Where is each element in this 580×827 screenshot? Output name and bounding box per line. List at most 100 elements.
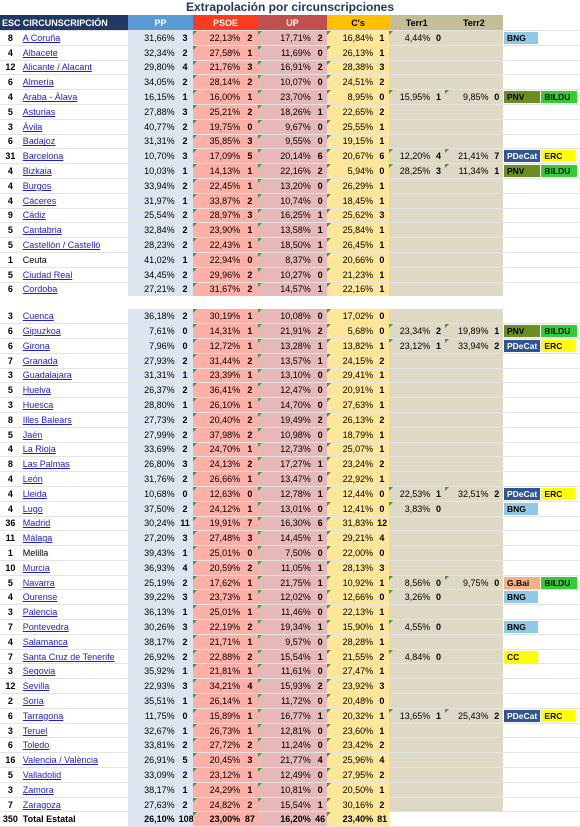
cs-seats: 6 — [375, 148, 389, 165]
up-seats: 0 — [312, 119, 328, 135]
circunscripcion-link[interactable]: Araba - Álava — [20, 89, 128, 105]
circunscripcion-link[interactable]: Málaga — [20, 530, 128, 547]
up-seats: 0 — [312, 471, 328, 487]
circunscripcion-link[interactable]: Lugo — [20, 501, 128, 517]
circunscripcion-link[interactable]: Huesca — [20, 397, 128, 413]
circunscripcion-link[interactable]: Cuenca — [20, 302, 128, 325]
up-percent: 21,91% — [257, 323, 313, 339]
circunscripcion-link[interactable]: Alicante / Alacant — [20, 60, 128, 76]
party-tag-cell — [540, 442, 580, 458]
circunscripcion-link[interactable]: Zamora — [20, 782, 128, 798]
esc-cell: 12 — [0, 678, 21, 695]
circunscripcion-link[interactable]: Castellón / Castelló — [20, 237, 128, 253]
circunscripcion-link[interactable]: Ourense — [20, 589, 128, 606]
up-percent: 10,81% — [257, 782, 313, 798]
psoe-seats: 1 — [242, 368, 258, 384]
circunscripcion-link[interactable]: Sevilla — [20, 678, 128, 695]
table-row: 4 Lugo 37,50% 2 24,12% 1 13,01% 0 12,41% 0 3,83% 0 B… — [0, 501, 580, 517]
terr1-seats — [432, 60, 445, 76]
pp-seats: 2 — [176, 282, 194, 310]
esc-cell: 1 — [0, 252, 21, 268]
up-percent: 9,55% — [257, 134, 313, 150]
pp-seats: 2 — [176, 134, 194, 150]
circunscripcion-link[interactable]: Asturias — [20, 104, 128, 120]
circunscripcion-link[interactable]: Almería — [20, 74, 128, 91]
circunscripcion-link[interactable]: Las Palmas — [20, 456, 128, 473]
terr2-percent — [444, 119, 491, 135]
terr1-percent: 4,44% — [388, 30, 433, 46]
circunscripcion-link[interactable]: Bizkaia — [20, 163, 128, 179]
circunscripcion-link[interactable]: Tarragona — [20, 708, 128, 724]
up-seats: 1 — [312, 619, 328, 635]
circunscripcion-link[interactable]: Gipuzkoa — [20, 323, 128, 339]
party-tag-cell — [503, 368, 541, 384]
psoe-percent: 34,21% — [193, 678, 243, 695]
party-tag-cell — [540, 797, 580, 813]
circunscripcion-link[interactable]: Zaragoza — [20, 797, 128, 813]
terr1-percent: 3,83% — [388, 501, 433, 517]
psoe-percent: 19,75% — [193, 119, 243, 135]
circunscripcion-link[interactable]: Albacete — [20, 45, 128, 61]
circunscripcion-link[interactable]: A Coruña — [20, 30, 128, 46]
circunscripcion-link[interactable]: Madrid — [20, 516, 128, 532]
party-tag-cell — [503, 104, 541, 120]
terr1-percent: 15,95% — [388, 89, 433, 105]
circunscripcion-link[interactable]: Segovia — [20, 663, 128, 680]
pp-percent: 22,93% — [127, 678, 177, 695]
pp-percent: 27,63% — [127, 797, 177, 813]
psoe-percent: 27,48% — [193, 530, 243, 547]
circunscripcion-link[interactable]: Salamanca — [20, 634, 128, 650]
circunscripcion-link[interactable]: Granada — [20, 353, 128, 369]
circunscripcion-link[interactable]: Toledo — [20, 737, 128, 754]
esc-cell: 4 — [0, 589, 21, 606]
circunscripcion-link[interactable]: Guadalajara — [20, 368, 128, 384]
cs-seats: 1 — [375, 338, 389, 354]
terr2-seats: 2 — [490, 486, 503, 502]
circunscripcion-link[interactable]: Jaén — [20, 427, 128, 443]
terr1-seats — [432, 737, 445, 754]
circunscripcion-link[interactable]: Huelva — [20, 382, 128, 399]
pp-percent: 25,19% — [127, 575, 177, 591]
circunscripcion-link[interactable]: Ávila — [20, 119, 128, 135]
circunscripcion-link[interactable]: Santa Cruz de Tenerife — [20, 649, 128, 665]
circunscripcion-link[interactable]: Palencia — [20, 604, 128, 621]
circunscripcion-link[interactable]: Burgos — [20, 178, 128, 194]
circunscripcion-link[interactable]: Ciudad Real — [20, 267, 128, 283]
circunscripcion-link[interactable]: Murcia — [20, 560, 128, 576]
party-tag-cell — [540, 222, 580, 239]
circunscripcion-link[interactable]: La Rioja — [20, 442, 128, 458]
circunscripcion-link[interactable]: Cádiz — [20, 208, 128, 224]
terr2-seats — [490, 619, 503, 635]
up-percent: 11,61% — [257, 663, 313, 680]
circunscripcion-link[interactable]: Barcelona — [20, 148, 128, 165]
circunscripcion-link[interactable]: Navarra — [20, 575, 128, 591]
circunscripcion-link[interactable]: Badajoz — [20, 134, 128, 150]
circunscripcion-link[interactable]: Pontevedra — [20, 619, 128, 635]
party-tag-cell — [503, 222, 541, 239]
up-seats: 0 — [312, 267, 328, 283]
cs-seats: 0 — [375, 501, 389, 517]
circunscripcion-link[interactable]: Teruel — [20, 723, 128, 739]
circunscripcion-link[interactable]: Lleida — [20, 486, 128, 502]
terr1-percent: 23,34% — [388, 323, 433, 339]
circunscripcion-link[interactable]: Girona — [20, 338, 128, 354]
circunscripcion-link[interactable]: Cordoba — [20, 282, 128, 310]
circunscripcion-link[interactable]: Cantabria — [20, 222, 128, 239]
terr1-seats — [432, 368, 445, 384]
table-row: 3 Huesca 28,80% 1 26,10% 1 14,70% 0 27,63% 1 — [0, 397, 580, 413]
up-percent: 15,54% — [257, 797, 313, 813]
circunscripcion-link[interactable]: León — [20, 471, 128, 487]
circunscripcion-link[interactable]: Illes Balears — [20, 412, 128, 428]
psoe-percent: 33,87% — [193, 193, 243, 209]
terr2-percent — [444, 382, 491, 399]
psoe-seats: 2 — [242, 427, 258, 443]
psoe-percent: 24,13% — [193, 456, 243, 473]
circunscripcion-name: Melilla — [20, 545, 128, 561]
circunscripcion-link[interactable]: Cáceres — [20, 193, 128, 209]
circunscripcion-link[interactable]: Valencia / València — [20, 752, 128, 769]
party-tag-cell — [503, 178, 541, 194]
terr1-percent: 22,53% — [388, 486, 433, 502]
terr1-seats: 3 — [432, 163, 445, 179]
cs-seats: 2 — [375, 456, 389, 473]
circunscripcion-link[interactable]: Soria — [20, 693, 128, 709]
